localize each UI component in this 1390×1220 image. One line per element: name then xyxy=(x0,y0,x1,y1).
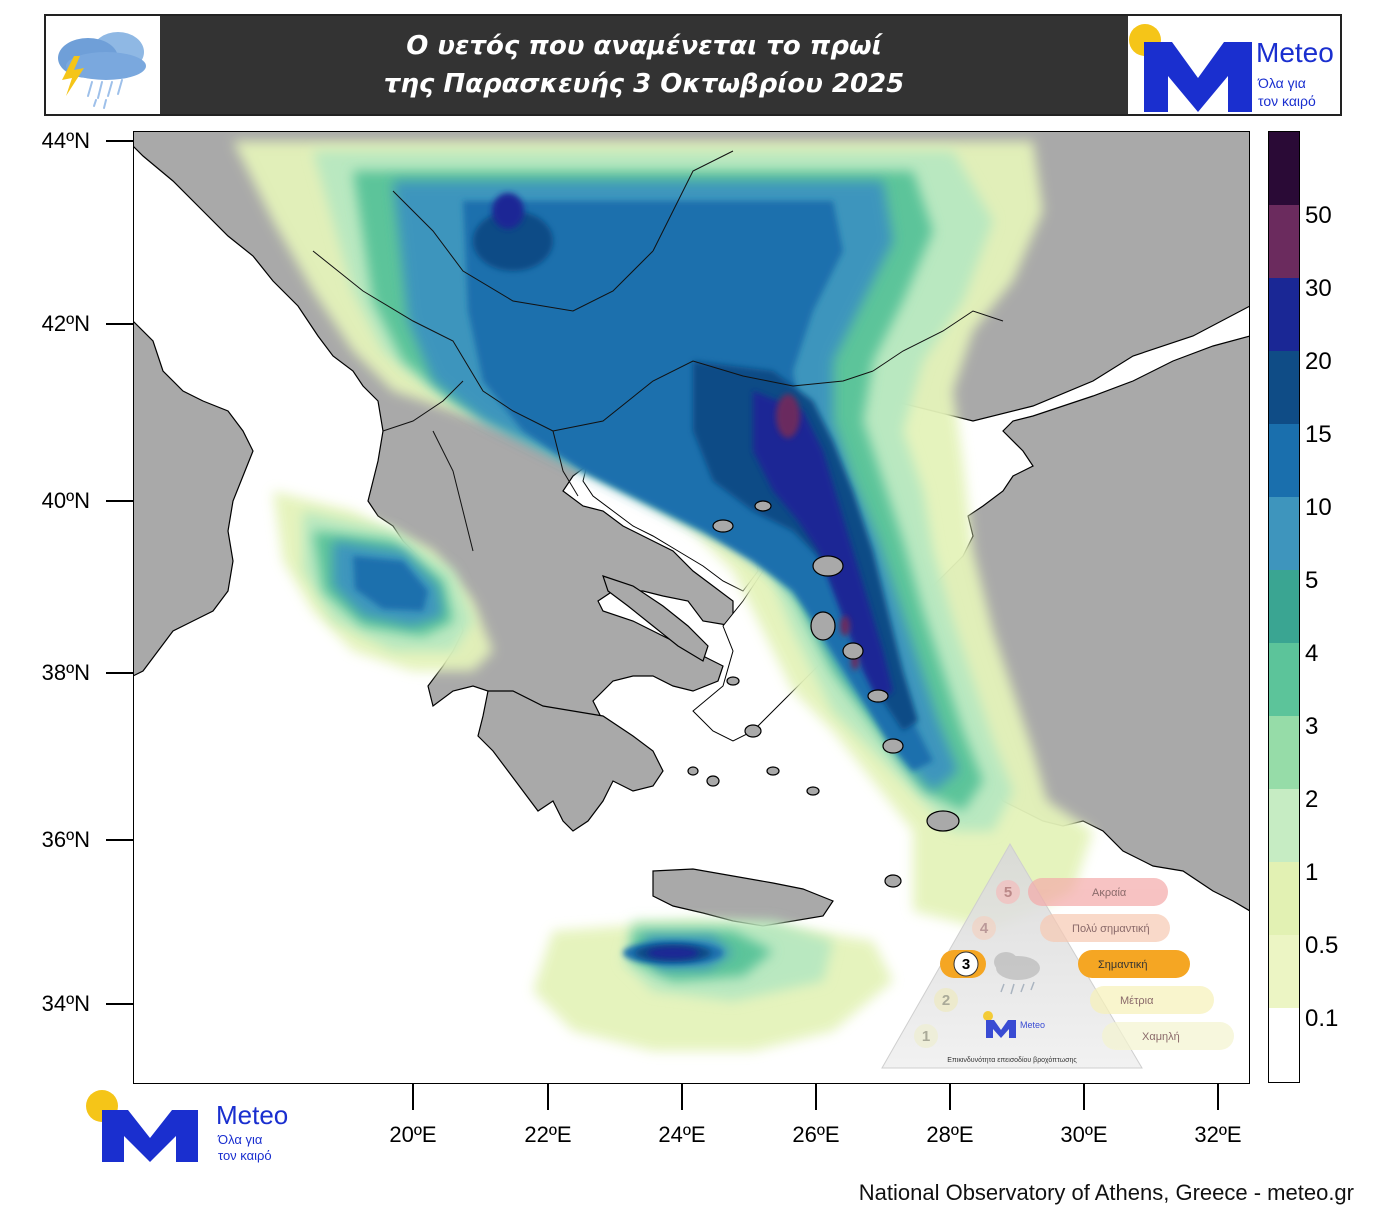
lat-label-40: 40ºN xyxy=(41,488,90,513)
brand-tagline-2: τον καιρό xyxy=(1258,93,1316,109)
warning-scale-inset: Ακραία Πολύ σημαντική Σημαντική Μέτρια Χ… xyxy=(880,840,1240,1072)
cb-seg-1-2 xyxy=(1269,789,1299,862)
islands xyxy=(687,500,960,888)
colorbar xyxy=(1268,131,1300,1083)
lon-label-30: 30ºE xyxy=(1060,1122,1108,1147)
lon-tick xyxy=(949,1084,951,1110)
cb-label-10: 10 xyxy=(1305,494,1332,521)
lat-tick xyxy=(106,672,133,674)
level-4-badge: 4 xyxy=(980,920,989,937)
lon-tick xyxy=(547,1084,549,1110)
lat-tick xyxy=(106,323,133,325)
cb-label-15: 15 xyxy=(1305,421,1332,448)
cb-seg-5-10 xyxy=(1269,497,1299,570)
header-bar: Ο υετός που αναμένεται το πρωί της Παρασ… xyxy=(44,14,1342,116)
cb-label-0.1: 0.1 xyxy=(1305,1005,1339,1032)
level-5-badge: 5 xyxy=(1004,884,1012,901)
cb-seg-30-50 xyxy=(1269,205,1299,278)
cb-seg-0.5-1 xyxy=(1269,862,1299,935)
lon-tick xyxy=(412,1084,414,1110)
euboea-land xyxy=(602,575,709,662)
meteo-logo-icon: Meteo Όλα για τον καιρό xyxy=(1129,24,1334,112)
cb-seg-15-20 xyxy=(1269,351,1299,424)
italy-land xyxy=(133,320,254,677)
svg-text:Meteo: Meteo xyxy=(1020,1020,1045,1030)
title-line-1: Ο υετός που αναμένεται το πρωί xyxy=(406,31,882,61)
cb-label-5: 5 xyxy=(1305,567,1319,594)
level-1-badge: 1 xyxy=(922,1028,930,1045)
crete-land xyxy=(652,868,834,927)
cb-label-1: 1 xyxy=(1305,859,1319,886)
level-4-bar xyxy=(1040,914,1170,942)
cb-label-2: 2 xyxy=(1305,786,1319,813)
lat-label-44: 44ºN xyxy=(41,128,90,153)
warning-pyramid: Ακραία Πολύ σημαντική Σημαντική Μέτρια Χ… xyxy=(881,843,1234,1069)
brand-name: Meteo xyxy=(216,1100,288,1130)
title-line-2: της Παρασκευής 3 Οκτωβρίου 2025 xyxy=(383,69,905,99)
lon-tick xyxy=(681,1084,683,1110)
lon-label-32: 32ºE xyxy=(1194,1122,1242,1147)
level-3-label: Σημαντική xyxy=(1098,959,1148,971)
lon-label-22: 22ºE xyxy=(524,1122,572,1147)
cb-seg-4-5 xyxy=(1269,570,1299,643)
meteo-logo-top: Meteo Όλα για τον καιρό xyxy=(1128,16,1340,114)
lat-label-34: 34ºN xyxy=(41,991,90,1016)
lon-label-20: 20ºE xyxy=(389,1122,437,1147)
lon-tick xyxy=(1217,1084,1219,1110)
lon-label-28: 28ºE xyxy=(926,1122,974,1147)
level-4-label: Πολύ σημαντική xyxy=(1072,923,1150,935)
lat-label-36: 36ºN xyxy=(41,827,90,852)
lat-tick xyxy=(106,500,133,502)
cb-label-20: 20 xyxy=(1305,348,1332,375)
cb-label-50: 50 xyxy=(1305,202,1332,229)
meteo-logo-icon: Meteo Όλα για τον καιρό xyxy=(86,1090,288,1163)
peloponnese-land xyxy=(477,690,664,832)
cb-seg-50plus xyxy=(1269,132,1299,205)
precipitation-fields xyxy=(233,141,1093,1051)
lon-tick xyxy=(815,1084,817,1110)
storm-cloud-icon xyxy=(58,32,146,109)
cb-seg-10-15 xyxy=(1269,424,1299,497)
lat-label-42: 42ºN xyxy=(41,311,90,336)
cb-seg-0.1-0.5 xyxy=(1269,935,1299,1008)
level-2-badge: 2 xyxy=(942,992,950,1009)
weather-icon-box xyxy=(46,16,160,114)
cb-label-3: 3 xyxy=(1305,713,1319,740)
cb-seg-3-4 xyxy=(1269,643,1299,716)
warning-caption: Επικινδυνότητα επεισοδίου βροχόπτωσης xyxy=(947,1056,1077,1064)
lat-tick xyxy=(106,839,133,841)
cb-label-0.5: 0.5 xyxy=(1305,932,1339,959)
level-5-label: Ακραία xyxy=(1092,887,1127,899)
map-title: Ο υετός που αναμένεται το πρωί της Παρασ… xyxy=(160,16,1128,114)
cb-seg-2-3 xyxy=(1269,716,1299,789)
lon-tick xyxy=(1083,1084,1085,1110)
level-1-label: Χαμηλή xyxy=(1142,1031,1180,1043)
country-borders xyxy=(312,150,1004,552)
brand-name: Meteo xyxy=(1256,37,1334,68)
brand-tagline-1: Όλα για xyxy=(1257,75,1306,91)
level-2-bar xyxy=(1090,986,1214,1014)
lon-label-26: 26ºE xyxy=(792,1122,840,1147)
cb-label-4: 4 xyxy=(1305,640,1319,667)
level-2-label: Μέτρια xyxy=(1120,995,1154,1007)
lat-tick xyxy=(106,1003,133,1005)
cb-label-30: 30 xyxy=(1305,275,1332,302)
footer-credit: National Observatory of Athens, Greece -… xyxy=(858,1180,1354,1205)
level-5-bar xyxy=(1028,878,1168,906)
small-meteo-logo-icon: Meteo xyxy=(983,1011,1045,1038)
brand-tagline-2: τον καιρό xyxy=(218,1148,272,1163)
lon-label-24: 24ºE xyxy=(658,1122,706,1147)
rain-cloud-icon xyxy=(994,952,1040,995)
level-3-badge: 3 xyxy=(962,956,970,973)
cb-seg-20-30 xyxy=(1269,278,1299,351)
level-3-bar xyxy=(1078,950,1190,978)
cb-seg-below-0.1 xyxy=(1269,1008,1299,1081)
level-1-bar xyxy=(1102,1022,1234,1050)
lat-label-38: 38ºN xyxy=(41,660,90,685)
meteo-logo-bottom: Meteo Όλα για τον καιρό xyxy=(84,1086,314,1166)
lat-tick xyxy=(106,140,133,142)
brand-tagline-1: Όλα για xyxy=(217,1132,263,1147)
